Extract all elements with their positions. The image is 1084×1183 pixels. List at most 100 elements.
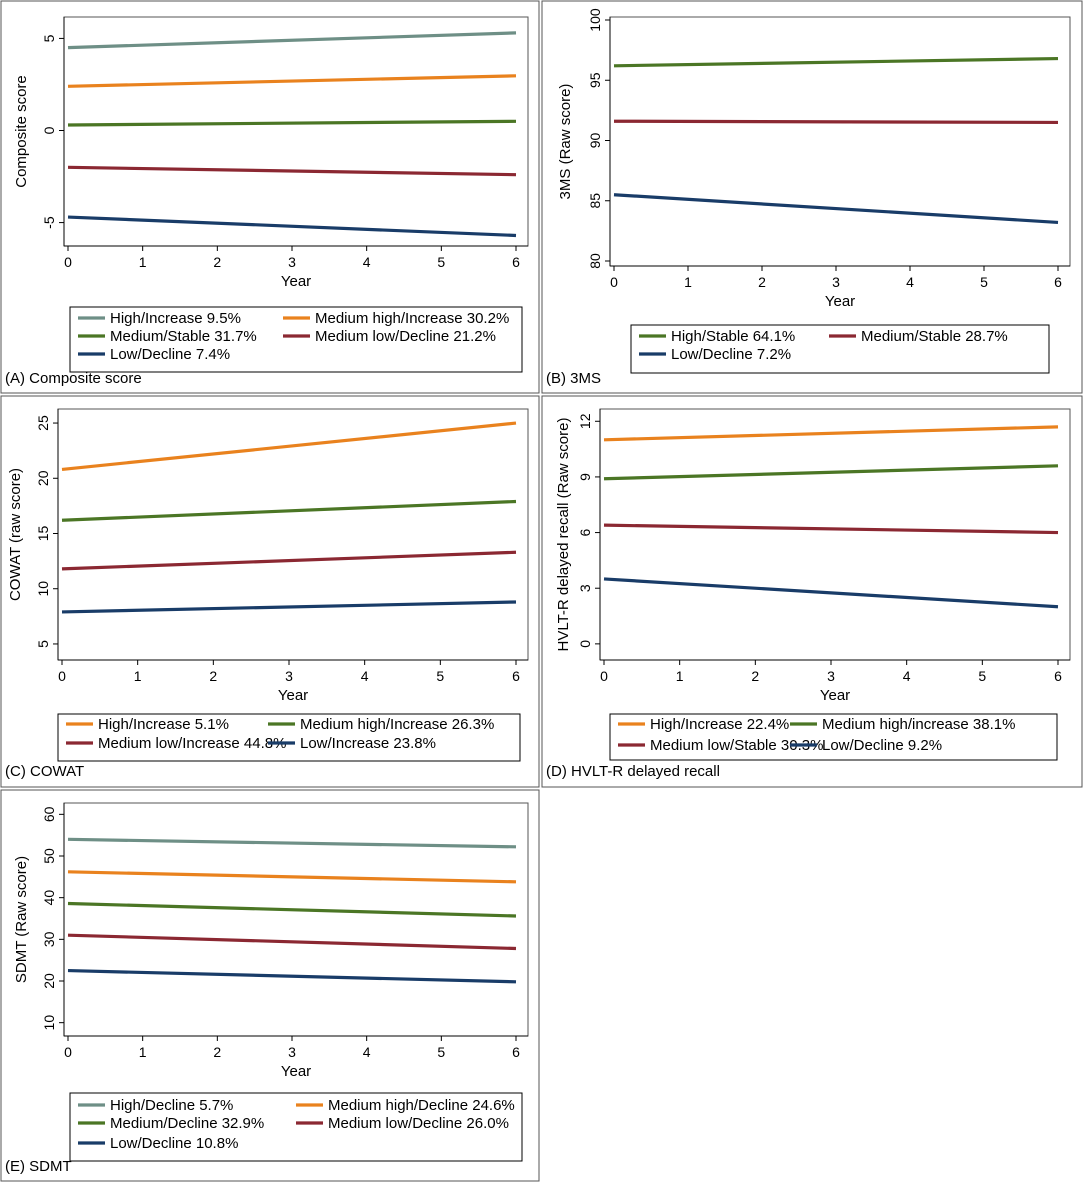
panel-d-x-tick-label: 0: [600, 668, 608, 684]
panel-e-x-tick-label: 5: [437, 1044, 445, 1060]
panel-b-y-tick-label: 100: [587, 8, 603, 32]
panel-d-legend: [609, 713, 1058, 761]
panel-d-series-line-2: [603, 464, 1059, 481]
panel-b-series-line-2: [613, 119, 1059, 125]
panel-e-x-tick-label: 2: [213, 1044, 221, 1060]
panel-a-x-tick-label: 2: [213, 254, 221, 270]
panel-c-legend-label: Medium low/Increase 44.8%: [98, 735, 286, 752]
panel-d-x-axis-title: Year: [820, 687, 850, 704]
panel-b-x-tick-label: 2: [758, 274, 766, 290]
panel-e-legend-label: Medium high/Decline 24.6%: [328, 1097, 515, 1114]
panel-c-y-tick-label: 20: [35, 470, 51, 486]
panel-b-legend-label: Medium/Stable 28.7%: [861, 328, 1008, 345]
panel-c-y-tick-label: 5: [35, 640, 51, 648]
panel-e-series-line-1: [67, 837, 517, 849]
panel-a-legend-label: Low/Decline 7.4%: [110, 346, 230, 363]
panel-c-series-line-3: [61, 550, 517, 571]
panel-e-caption: (E) SDMT: [5, 1158, 72, 1175]
panel-a-series-line-5: [67, 215, 517, 238]
panel-e-legend-label: Low/Decline 10.8%: [110, 1135, 238, 1152]
panel-d-series-line-1: [603, 425, 1059, 442]
panel-d-x-tick-label: 4: [903, 668, 911, 684]
panel-c-legend-label: Low/Increase 23.8%: [300, 735, 436, 752]
panel-b-x-tick-label: 0: [610, 274, 618, 290]
panel-d-legend-label: Medium low/Stable 30.3%: [650, 737, 823, 754]
panel-e-x-tick-label: 6: [512, 1044, 520, 1060]
panel-b-x-tick-label: 6: [1054, 274, 1062, 290]
panel-d-legend-label: Low/Decline 9.2%: [822, 737, 942, 754]
panel-b-x-tick-label: 1: [684, 274, 692, 290]
panel-c-x-axis-title: Year: [278, 687, 308, 704]
panel-e-legend-label: Medium/Decline 32.9%: [110, 1115, 264, 1132]
panel-c-y-tick-label: 25: [35, 415, 51, 431]
panel-a-x-tick-label: 4: [363, 254, 371, 270]
panel-b-legend-label: High/Stable 64.1%: [671, 328, 795, 345]
panel-c-legend-label: Medium high/Increase 26.3%: [300, 716, 494, 733]
panel-b-y-tick-label: 85: [587, 193, 603, 209]
panel-c-y-tick-label: 15: [35, 526, 51, 542]
panel-d-series-line-3: [603, 523, 1059, 535]
panel-a-series-line-2: [67, 74, 517, 88]
panel-c-x-tick-label: 6: [512, 668, 520, 684]
panel-e-legend-label: Medium low/Decline 26.0%: [328, 1115, 509, 1132]
panel-a-x-tick-label: 6: [512, 254, 520, 270]
panel-b-series-line-3: [613, 193, 1059, 225]
panel-b-x-tick-label: 4: [906, 274, 914, 290]
panel-c-x-tick-label: 2: [209, 668, 217, 684]
panel-c-y-tick-label: 10: [35, 581, 51, 597]
panel-d-caption: (D) HVLT-R delayed recall: [546, 763, 720, 780]
panel-e-y-tick-label: 20: [41, 973, 57, 989]
panel-a-x-axis-title: Year: [281, 273, 311, 290]
panel-e-series-line-5: [67, 968, 517, 984]
panel-e-x-tick-label: 4: [363, 1044, 371, 1060]
panel-b-x-tick-label: 3: [832, 274, 840, 290]
panel-b-caption: (B) 3MS: [546, 370, 601, 387]
panel-e-y-tick-label: 50: [41, 848, 57, 864]
panel-a-series-line-1: [67, 31, 517, 50]
panel-c-series-line-2: [61, 499, 517, 522]
panel-a-y-tick-label: 5: [41, 34, 57, 42]
panel-c-x-tick-label: 3: [285, 668, 293, 684]
panel-e-x-tick-label: 3: [288, 1044, 296, 1060]
panel-d-legend-label: High/Increase 22.4%: [650, 716, 789, 733]
panel-a-x-tick-label: 0: [64, 254, 72, 270]
panel-a-x-tick-label: 1: [139, 254, 147, 270]
panel-e-y-axis-title: SDMT (Raw score): [13, 856, 30, 983]
panel-d-x-tick-label: 1: [676, 668, 684, 684]
panel-e-x-axis-title: Year: [281, 1063, 311, 1080]
panel-a-legend-label: Medium high/Increase 30.2%: [315, 310, 509, 327]
panel-b-y-tick-label: 95: [587, 72, 603, 88]
panel-a-legend-label: Medium low/Decline 21.2%: [315, 328, 496, 345]
panel-d-y-tick-label: 6: [577, 528, 593, 536]
panel-d-x-tick-label: 3: [827, 668, 835, 684]
panel-e-series-line-2: [67, 870, 517, 884]
panel-c-x-tick-label: 5: [436, 668, 444, 684]
panel-b-legend: [630, 324, 1050, 374]
panel-d-x-tick-label: 2: [751, 668, 759, 684]
panel-b-y-tick-label: 90: [587, 133, 603, 149]
panel-d-y-tick-label: 3: [577, 584, 593, 592]
panel-c-x-tick-label: 4: [361, 668, 369, 684]
panel-d-series-line-4: [603, 577, 1059, 609]
panel-e-x-tick-label: 0: [64, 1044, 72, 1060]
panel-c-legend-label: High/Increase 5.1%: [98, 716, 229, 733]
panel-b-x-tick-label: 5: [980, 274, 988, 290]
panel-c-caption: (C) COWAT: [5, 763, 84, 780]
panel-c-y-axis-title: COWAT (raw score): [7, 468, 24, 601]
panel-a-caption: (A) Composite score: [5, 370, 142, 387]
panel-e-y-tick-label: 30: [41, 931, 57, 947]
panel-a-y-tick-label: -5: [41, 216, 57, 229]
panel-b-legend-label: Low/Decline 7.2%: [671, 346, 791, 363]
panel-d-y-tick-label: 9: [577, 473, 593, 481]
panel-a-x-tick-label: 5: [437, 254, 445, 270]
panel-c-x-tick-label: 1: [134, 668, 142, 684]
panel-d-y-tick-label: 12: [577, 413, 593, 429]
panel-d-y-axis-title: HVLT-R delayed recall (Raw score): [555, 418, 572, 652]
panel-e-y-tick-label: 40: [41, 890, 57, 906]
panel-a-series-line-4: [67, 165, 517, 177]
panel-e-series-line-3: [67, 901, 517, 918]
panel-a-legend-label: Medium/Stable 31.7%: [110, 328, 257, 345]
panel-d-x-tick-label: 6: [1054, 668, 1062, 684]
panel-c-x-tick-label: 0: [58, 668, 66, 684]
